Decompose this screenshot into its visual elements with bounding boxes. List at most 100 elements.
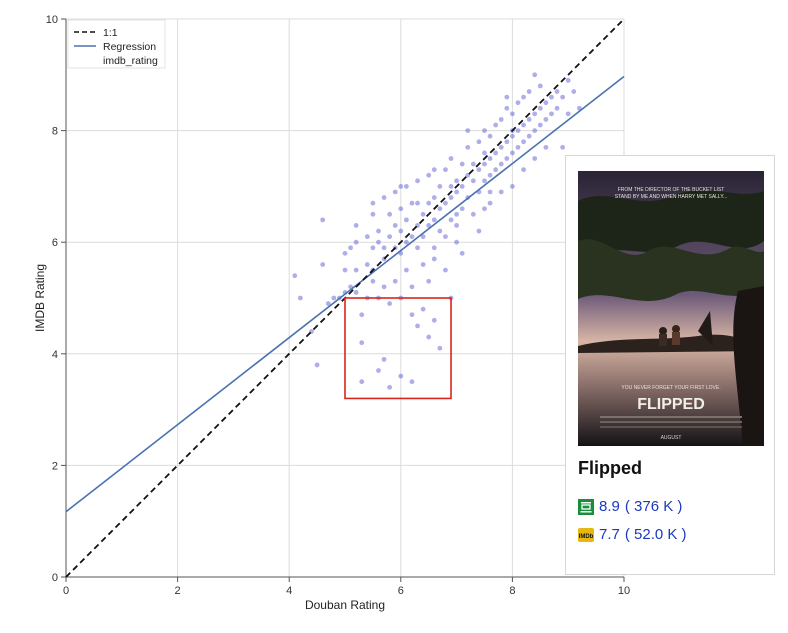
data-point[interactable] [376, 368, 381, 373]
data-point[interactable] [470, 161, 476, 167]
data-point[interactable] [398, 228, 404, 234]
data-point[interactable] [537, 122, 543, 128]
data-point[interactable] [526, 89, 532, 94]
data-point[interactable] [426, 200, 432, 206]
data-point[interactable] [448, 156, 454, 161]
data-point[interactable] [543, 100, 549, 106]
data-point[interactable] [403, 217, 409, 223]
data-point[interactable] [443, 234, 448, 240]
data-point[interactable] [437, 345, 443, 351]
data-point[interactable] [437, 228, 443, 234]
data-point[interactable] [353, 267, 359, 273]
data-point[interactable] [409, 284, 415, 290]
data-point[interactable] [443, 200, 448, 206]
data-point[interactable] [504, 105, 510, 111]
data-point[interactable] [443, 267, 448, 273]
data-point[interactable] [437, 184, 443, 189]
data-point[interactable] [510, 150, 515, 156]
data-point[interactable] [454, 178, 459, 184]
data-point[interactable] [504, 94, 510, 100]
data-point[interactable] [364, 262, 370, 267]
data-point[interactable] [537, 83, 543, 89]
data-point[interactable] [297, 295, 303, 301]
data-point[interactable] [510, 133, 515, 139]
data-point[interactable] [437, 206, 443, 212]
data-point[interactable] [426, 334, 432, 340]
data-point[interactable] [409, 379, 415, 385]
data-point[interactable] [515, 128, 521, 134]
data-point[interactable] [459, 161, 465, 167]
data-point[interactable] [482, 128, 487, 134]
data-point[interactable] [403, 239, 409, 245]
data-point[interactable] [549, 111, 554, 117]
data-point[interactable] [431, 317, 437, 323]
data-point[interactable] [521, 94, 526, 100]
data-point[interactable] [392, 278, 398, 284]
movie-card[interactable]: FROM THE DIRECTOR OF THE BUCKET LIST STA… [565, 155, 775, 575]
data-point[interactable] [504, 156, 510, 161]
data-point[interactable] [498, 189, 504, 195]
data-point[interactable] [426, 223, 432, 228]
data-point[interactable] [571, 89, 577, 94]
data-point[interactable] [521, 167, 526, 173]
data-point[interactable] [415, 245, 420, 251]
data-point[interactable] [476, 228, 482, 234]
data-point[interactable] [415, 323, 420, 329]
data-point[interactable] [353, 223, 359, 228]
data-point[interactable] [381, 195, 387, 200]
data-point[interactable] [314, 362, 320, 368]
data-point[interactable] [387, 384, 393, 390]
data-point[interactable] [487, 133, 493, 139]
data-point[interactable] [560, 144, 566, 150]
data-point[interactable] [342, 250, 348, 256]
data-point[interactable] [565, 77, 571, 83]
data-point[interactable] [381, 356, 387, 362]
data-point[interactable] [342, 267, 348, 273]
data-point[interactable] [565, 111, 571, 117]
data-point[interactable] [454, 189, 459, 195]
data-point[interactable] [409, 200, 415, 206]
data-point[interactable] [532, 111, 538, 117]
data-point[interactable] [498, 144, 504, 150]
data-point[interactable] [543, 144, 549, 150]
data-point[interactable] [431, 167, 437, 173]
data-point[interactable] [498, 117, 504, 122]
data-point[interactable] [398, 184, 404, 189]
data-point[interactable] [370, 200, 376, 206]
data-point[interactable] [454, 211, 459, 217]
data-point[interactable] [403, 184, 409, 189]
data-point[interactable] [554, 89, 560, 94]
data-point[interactable] [398, 373, 404, 379]
data-point[interactable] [392, 189, 398, 195]
data-point[interactable] [409, 312, 415, 318]
data-point[interactable] [482, 161, 487, 167]
data-point[interactable] [426, 172, 432, 178]
data-point[interactable] [448, 217, 454, 223]
data-point[interactable] [448, 184, 454, 189]
data-point[interactable] [504, 139, 510, 145]
data-point[interactable] [482, 206, 487, 212]
data-point[interactable] [510, 111, 515, 117]
data-point[interactable] [376, 239, 381, 245]
data-point[interactable] [532, 156, 538, 161]
data-point[interactable] [532, 128, 538, 134]
imdb-rating-row[interactable]: IMDb 7.7 ( 52.0 K ) [578, 526, 687, 543]
data-point[interactable] [498, 161, 504, 167]
data-point[interactable] [370, 211, 376, 217]
data-point[interactable] [359, 340, 365, 346]
data-point[interactable] [493, 167, 499, 173]
data-point[interactable] [459, 250, 465, 256]
data-point[interactable] [487, 200, 493, 206]
data-point[interactable] [387, 301, 393, 306]
douban-rating-row[interactable]: 8.9 ( 376 K ) [578, 498, 682, 515]
data-point[interactable] [403, 267, 409, 273]
data-point[interactable] [359, 312, 365, 318]
data-point[interactable] [560, 94, 566, 100]
data-point[interactable] [431, 256, 437, 262]
data-point[interactable] [431, 217, 437, 223]
data-point[interactable] [325, 301, 331, 306]
data-point[interactable] [526, 117, 532, 122]
data-point[interactable] [409, 234, 415, 240]
data-point[interactable] [320, 262, 326, 267]
data-point[interactable] [487, 189, 493, 195]
